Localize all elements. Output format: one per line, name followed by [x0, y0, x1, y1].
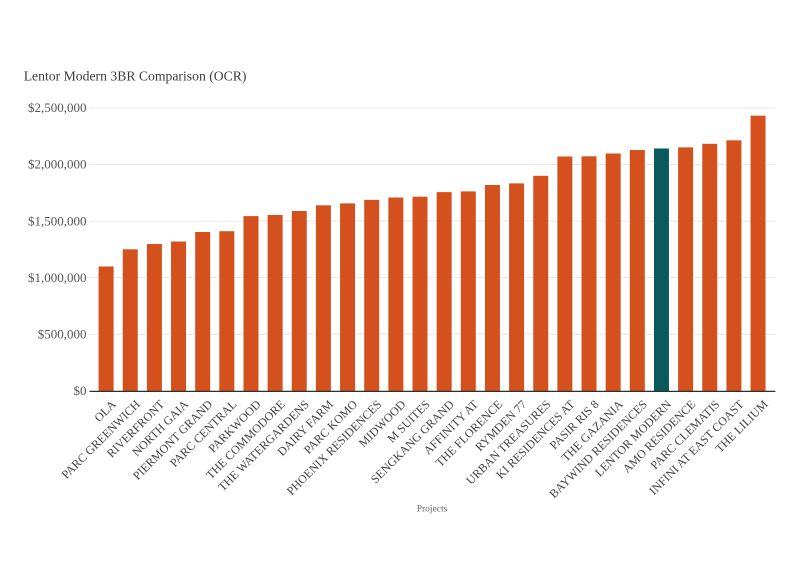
svg-text:$1,000,000: $1,000,000	[28, 270, 87, 285]
svg-text:Projects: Projects	[417, 505, 448, 515]
svg-text:$2,500,000: $2,500,000	[28, 100, 87, 115]
svg-text:$1,500,000: $1,500,000	[28, 213, 87, 228]
svg-text:$0: $0	[74, 383, 87, 398]
svg-text:$2,000,000: $2,000,000	[28, 157, 87, 172]
svg-text:Lentor Modern 3BR Comparison (: Lentor Modern 3BR Comparison (OCR)	[24, 69, 247, 85]
svg-text:$500,000: $500,000	[38, 326, 87, 341]
